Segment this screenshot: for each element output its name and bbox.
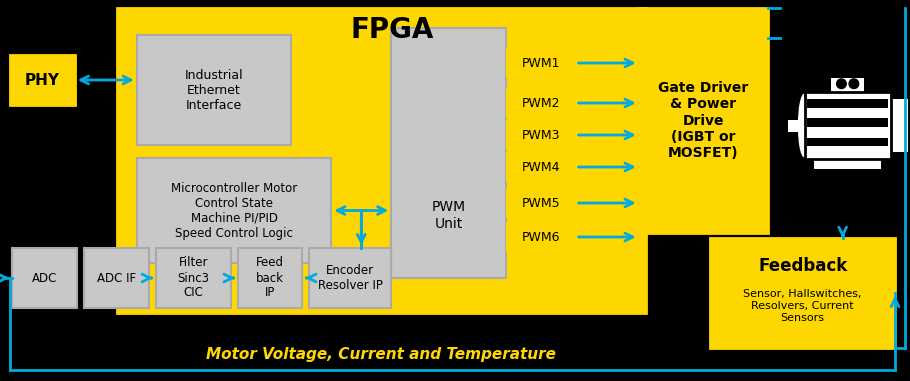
- Text: Industrial
Ethernet
Interface: Industrial Ethernet Interface: [185, 69, 243, 112]
- Text: Feed
back
IP: Feed back IP: [256, 256, 284, 299]
- Bar: [506, 152, 576, 182]
- Bar: [309, 248, 391, 308]
- Bar: [807, 99, 888, 108]
- Bar: [12, 248, 77, 308]
- Text: PWM3: PWM3: [521, 128, 560, 141]
- Bar: [804, 92, 891, 159]
- Text: PWM6: PWM6: [521, 231, 560, 243]
- Text: PWM
Unit: PWM Unit: [431, 200, 466, 231]
- Bar: [814, 159, 881, 169]
- Bar: [136, 35, 291, 145]
- Text: ADC IF: ADC IF: [96, 272, 136, 285]
- Text: FPGA: FPGA: [350, 16, 433, 44]
- Bar: [10, 55, 75, 105]
- Bar: [238, 248, 302, 308]
- Text: Motor Voltage, Current and Temperature: Motor Voltage, Current and Temperature: [207, 347, 556, 362]
- Text: PWM4: PWM4: [521, 160, 560, 173]
- Text: PWM5: PWM5: [521, 197, 561, 210]
- Bar: [506, 48, 576, 78]
- Bar: [391, 28, 506, 278]
- Bar: [506, 222, 576, 252]
- Circle shape: [836, 79, 846, 88]
- Bar: [891, 99, 907, 152]
- Text: Microcontroller Motor
Control State
Machine PI/PID
Speed Control Logic: Microcontroller Motor Control State Mach…: [171, 181, 298, 240]
- Bar: [807, 118, 888, 127]
- Bar: [84, 248, 148, 308]
- Text: PWM1: PWM1: [521, 56, 560, 69]
- Text: Feedback: Feedback: [758, 257, 847, 275]
- Bar: [788, 120, 806, 132]
- Circle shape: [849, 79, 859, 88]
- Text: Filter
Sinc3
CIC: Filter Sinc3 CIC: [177, 256, 209, 299]
- Bar: [780, 8, 905, 233]
- Bar: [116, 8, 645, 313]
- Bar: [506, 88, 576, 118]
- Text: Encoder
Resolver IP: Encoder Resolver IP: [318, 264, 383, 292]
- Bar: [804, 92, 891, 159]
- Bar: [506, 120, 576, 150]
- Ellipse shape: [799, 94, 811, 157]
- Bar: [156, 248, 230, 308]
- Text: PHY: PHY: [25, 72, 60, 88]
- Text: PWM2: PWM2: [521, 96, 560, 109]
- Text: ADC: ADC: [32, 272, 57, 285]
- Bar: [506, 188, 576, 218]
- Bar: [639, 8, 768, 233]
- Bar: [831, 77, 864, 93]
- Bar: [807, 138, 888, 146]
- Text: Sensor, Hallswitches,
Resolvers, Current
Sensors: Sensor, Hallswitches, Resolvers, Current…: [743, 290, 862, 323]
- Bar: [136, 158, 331, 263]
- Bar: [711, 238, 895, 348]
- Text: Gate Driver
& Power
Drive
(IGBT or
MOSFET): Gate Driver & Power Drive (IGBT or MOSFE…: [658, 81, 749, 160]
